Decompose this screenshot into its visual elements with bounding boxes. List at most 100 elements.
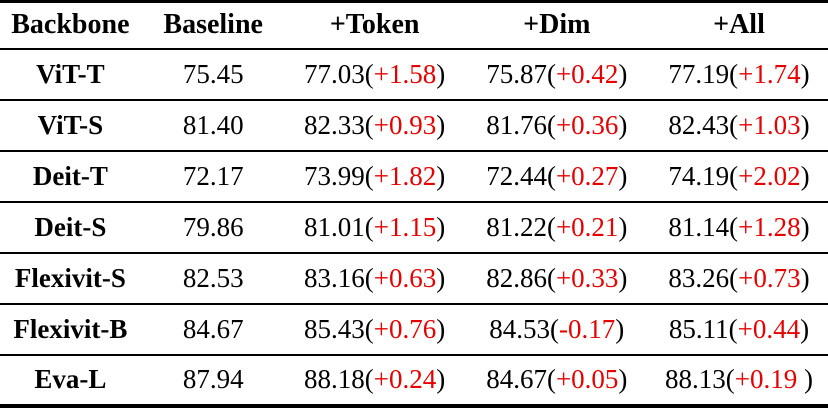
- token-value: 82.33(+0.93): [286, 100, 464, 151]
- delta-text: +0.36: [555, 109, 619, 140]
- token-value: 85.43(+0.76): [286, 304, 464, 355]
- dim-value: 82.86(+0.33): [464, 253, 650, 304]
- paren-text: ): [436, 211, 446, 242]
- paren-text: ): [800, 313, 810, 344]
- paren-text: ): [618, 364, 628, 395]
- table-row: Deit-T 72.17 73.99(+1.82) 72.44(+0.27) 7…: [0, 151, 828, 202]
- value-text: 82.86(: [486, 262, 556, 293]
- value-text: 82.43(: [668, 109, 739, 140]
- delta-text: +1.15: [373, 211, 437, 242]
- paren-text: ): [797, 364, 813, 395]
- delta-text: +0.19: [734, 364, 798, 395]
- baseline-value: 87.94: [182, 364, 244, 395]
- delta-text: +1.28: [738, 211, 801, 242]
- all-value: 85.11(+0.44): [650, 304, 828, 355]
- paren-text: ): [436, 364, 446, 395]
- delta-text: -0.17: [559, 313, 616, 344]
- value-text: 84.53(: [489, 313, 560, 344]
- backbone-name: Eva-L: [34, 364, 107, 395]
- delta-text: +0.21: [555, 211, 619, 242]
- paren-text: ): [436, 109, 446, 140]
- delta-text: +0.93: [373, 109, 437, 140]
- header-row: Backbone Baseline +Token +Dim +All: [0, 2, 828, 49]
- delta-text: +2.02: [738, 160, 801, 191]
- value-text: 75.87(: [486, 58, 556, 89]
- backbone-name: ViT-T: [36, 58, 105, 89]
- dim-value: 81.76(+0.36): [464, 100, 650, 151]
- header-token: +Token: [329, 9, 420, 41]
- value-text: 81.01(: [304, 211, 374, 242]
- delta-text: +0.27: [555, 160, 619, 191]
- header-all: +All: [713, 9, 765, 41]
- value-text: 85.43(: [304, 313, 374, 344]
- value-text: 73.99(: [304, 160, 374, 191]
- all-value: 77.19(+1.74): [650, 49, 828, 100]
- baseline-value: 82.53: [182, 262, 244, 293]
- header-dim: +Dim: [523, 9, 591, 41]
- token-value: 77.03(+1.58): [286, 49, 464, 100]
- backbone-name: Deit-S: [34, 211, 107, 242]
- backbone-name: ViT-S: [37, 109, 104, 140]
- paren-text: ): [618, 262, 628, 293]
- table-row: Flexivit-S 82.53 83.16(+0.63) 82.86(+0.3…: [0, 253, 828, 304]
- value-text: 83.26(: [668, 262, 739, 293]
- paren-text: ): [800, 262, 810, 293]
- value-text: 74.19(: [668, 160, 739, 191]
- value-text: 85.11(: [668, 313, 738, 344]
- paren-text: ): [618, 58, 628, 89]
- backbone-name: Flexivit-S: [14, 262, 126, 293]
- table-row: Deit-S 79.86 81.01(+1.15) 81.22(+0.21) 8…: [0, 202, 828, 253]
- all-value: 81.14(+1.28): [650, 202, 828, 253]
- baseline-value: 79.86: [182, 211, 244, 242]
- value-text: 81.22(: [486, 211, 556, 242]
- value-text: 82.33(: [304, 109, 374, 140]
- value-text: 72.44(: [486, 160, 556, 191]
- dim-value: 84.67(+0.05): [464, 355, 650, 406]
- paren-text: ): [615, 313, 625, 344]
- all-value: 82.43(+1.03): [650, 100, 828, 151]
- paren-text: ): [436, 313, 446, 344]
- table-row: Eva-L 87.94 88.18(+0.24) 84.67(+0.05) 88…: [0, 355, 828, 406]
- delta-text: +1.58: [373, 58, 437, 89]
- paren-text: ): [800, 58, 810, 89]
- token-value: 81.01(+1.15): [286, 202, 464, 253]
- baseline-value: 84.67: [182, 313, 244, 344]
- paren-text: ): [436, 58, 446, 89]
- baseline-value: 75.45: [182, 58, 244, 89]
- token-value: 73.99(+1.82): [286, 151, 464, 202]
- token-value: 88.18(+0.24): [286, 355, 464, 406]
- delta-text: +1.03: [738, 109, 801, 140]
- delta-text: +0.24: [373, 364, 437, 395]
- all-value: 88.13(+0.19 ): [650, 355, 828, 406]
- backbone-name: Flexivit-B: [13, 313, 128, 344]
- delta-text: +0.44: [737, 313, 801, 344]
- delta-text: +0.42: [555, 58, 619, 89]
- paren-text: ): [618, 109, 628, 140]
- dim-value: 75.87(+0.42): [464, 49, 650, 100]
- header-baseline: Baseline: [163, 9, 263, 41]
- table-row: Flexivit-B 84.67 85.43(+0.76) 84.53(-0.1…: [0, 304, 828, 355]
- paren-text: ): [436, 262, 446, 293]
- value-text: 88.18(: [304, 364, 374, 395]
- paren-text: ): [800, 109, 810, 140]
- paren-text: ): [800, 211, 810, 242]
- header-backbone: Backbone: [11, 9, 130, 41]
- paren-text: ): [618, 211, 628, 242]
- backbone-name: Deit-T: [32, 160, 108, 191]
- value-text: 81.76(: [486, 109, 556, 140]
- delta-text: +0.05: [555, 364, 619, 395]
- table-row: ViT-T 75.45 77.03(+1.58) 75.87(+0.42) 77…: [0, 49, 828, 100]
- all-value: 83.26(+0.73): [650, 253, 828, 304]
- value-text: 77.03(: [304, 58, 374, 89]
- paren-text: ): [800, 160, 810, 191]
- token-value: 83.16(+0.63): [286, 253, 464, 304]
- paren-text: ): [618, 160, 628, 191]
- value-text: 88.13(: [664, 364, 735, 395]
- all-value: 74.19(+2.02): [650, 151, 828, 202]
- delta-text: +0.76: [373, 313, 437, 344]
- table-body: ViT-T 75.45 77.03(+1.58) 75.87(+0.42) 77…: [0, 49, 828, 407]
- delta-text: +0.63: [373, 262, 437, 293]
- value-text: 77.19(: [668, 58, 739, 89]
